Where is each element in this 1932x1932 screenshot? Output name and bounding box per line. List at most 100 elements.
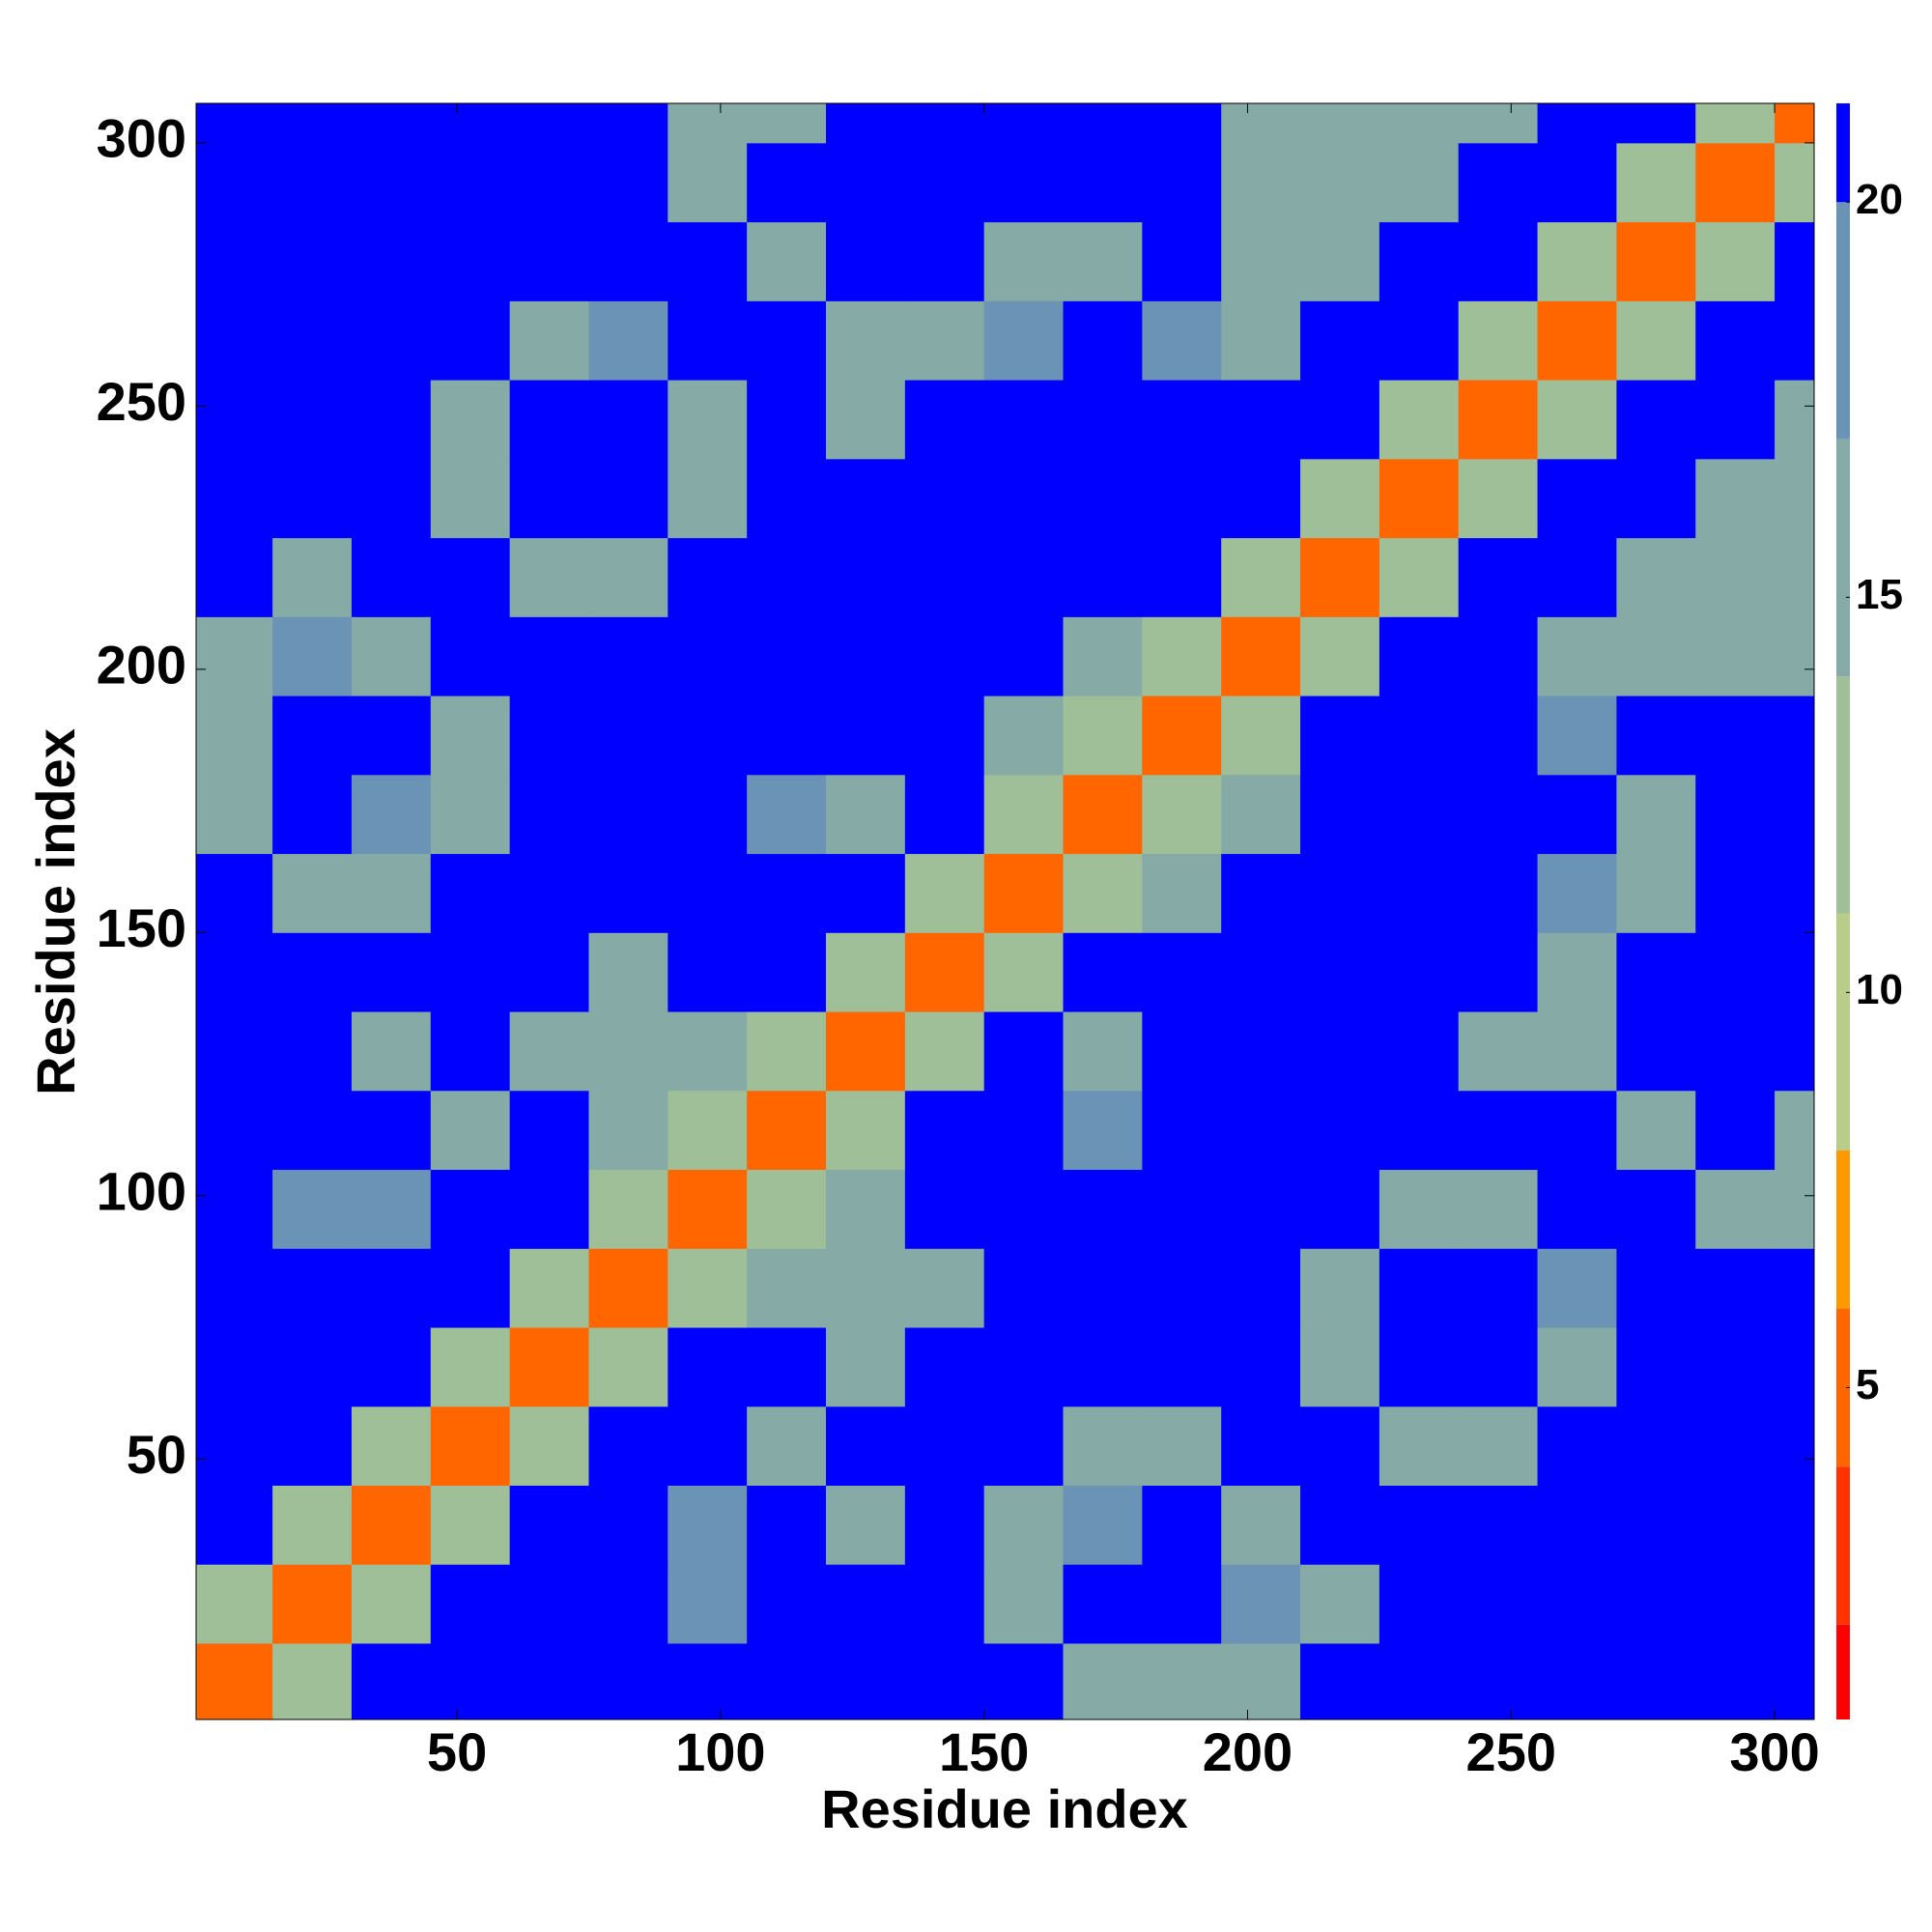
heatmap-cell — [430, 537, 511, 617]
heatmap-cell — [1300, 774, 1380, 855]
heatmap-cell — [747, 696, 827, 776]
heatmap-cell — [1775, 1169, 1814, 1249]
heatmap-cell — [1378, 774, 1460, 855]
heatmap-cell — [1300, 1248, 1380, 1328]
heatmap-cell — [1458, 932, 1539, 1012]
heatmap-cell — [430, 1564, 511, 1644]
heatmap-cell — [1458, 221, 1539, 301]
heatmap-cell — [983, 1327, 1065, 1407]
heatmap-cell — [1616, 932, 1696, 1012]
heatmap-cell — [1775, 1406, 1814, 1486]
heatmap-cell — [1695, 1485, 1776, 1565]
heatmap-cell — [1378, 103, 1460, 144]
heatmap-cell — [747, 458, 827, 539]
heatmap-cell — [904, 696, 985, 776]
heatmap-cell — [668, 1642, 748, 1719]
heatmap-cell — [825, 1011, 906, 1092]
heatmap-cell — [668, 142, 748, 223]
colorbar-segment — [1836, 1624, 1850, 1719]
heatmap-cell — [1221, 103, 1301, 144]
heatmap-cell — [588, 774, 668, 855]
heatmap-cell — [747, 221, 827, 301]
heatmap-cell — [983, 1090, 1065, 1171]
heatmap-cell — [1775, 853, 1814, 933]
heatmap-cell — [509, 1564, 589, 1644]
heatmap-cell — [668, 1485, 748, 1565]
heatmap-cell — [668, 616, 748, 696]
heatmap-cell — [904, 380, 985, 460]
heatmap-cell — [1378, 853, 1460, 933]
heatmap-cell — [1378, 696, 1460, 776]
heatmap-cell — [1300, 1564, 1380, 1644]
heatmap-cell — [1378, 142, 1460, 223]
heatmap-cell — [1221, 1090, 1301, 1171]
heatmap-cell — [272, 1327, 353, 1407]
heatmap-cell — [272, 1406, 353, 1486]
heatmap-cell — [747, 932, 827, 1012]
heatmap-cell — [272, 458, 353, 539]
heatmap-cell — [1616, 1642, 1696, 1719]
heatmap-cell — [351, 537, 432, 617]
heatmap-cell — [904, 1564, 985, 1644]
heatmap-cell — [825, 1169, 906, 1249]
heatmap-cell — [1458, 1642, 1539, 1719]
heatmap-cell — [1537, 103, 1617, 144]
heatmap-cell — [588, 458, 668, 539]
heatmap-cell — [983, 616, 1065, 696]
heatmap-cell — [1221, 1642, 1301, 1719]
heatmap-cell — [196, 1011, 273, 1092]
heatmap-cell — [588, 103, 668, 144]
heatmap-cell — [1063, 696, 1143, 776]
heatmap-cell — [509, 1327, 589, 1407]
heatmap-cell — [825, 221, 906, 301]
heatmap-cell — [747, 1406, 827, 1486]
heatmap-cell — [1378, 300, 1460, 381]
heatmap-cell — [272, 1090, 353, 1171]
heatmap-cell — [1695, 142, 1776, 223]
heatmap-cell — [430, 1169, 511, 1249]
heatmap-cell — [196, 1169, 273, 1249]
heatmap-cell — [1458, 1485, 1539, 1565]
heatmap-cell — [1458, 103, 1539, 144]
heatmap-cell — [747, 103, 827, 144]
heatmap-cell — [272, 221, 353, 301]
colorbar-segment — [1836, 676, 1850, 914]
heatmap-cell — [1458, 142, 1539, 223]
heatmap-cell — [430, 1406, 511, 1486]
heatmap-cell — [1458, 458, 1539, 539]
heatmap-cell — [1775, 696, 1814, 776]
heatmap-cell — [1537, 380, 1617, 460]
heatmap-cell — [1458, 1406, 1539, 1486]
heatmap-cell — [825, 1406, 906, 1486]
heatmap-cell — [1142, 932, 1222, 1012]
heatmap-cell — [1775, 537, 1814, 617]
heatmap-cell — [668, 221, 748, 301]
heatmap-cell — [1142, 1406, 1222, 1486]
heatmap-cell — [351, 221, 432, 301]
heatmap-cell — [272, 696, 353, 776]
heatmap-cell — [1458, 1169, 1539, 1249]
heatmap-cell — [825, 103, 906, 144]
heatmap-cell — [1775, 1248, 1814, 1328]
heatmap-cell — [272, 932, 353, 1012]
heatmap-cell — [1063, 1642, 1143, 1719]
heatmap-cell — [1063, 1564, 1143, 1644]
colorbar-segment — [1836, 1466, 1850, 1625]
heatmap-cell — [1300, 932, 1380, 1012]
heatmap-cell — [1221, 932, 1301, 1012]
heatmap-cell — [351, 616, 432, 696]
heatmap-cell — [1142, 458, 1222, 539]
heatmap-cell — [1616, 696, 1696, 776]
heatmap-cell — [825, 537, 906, 617]
heatmap-cell — [1616, 537, 1696, 617]
heatmap-cell — [1537, 1090, 1617, 1171]
heatmap-cell — [1695, 103, 1776, 144]
heatmap-cell — [588, 1011, 668, 1092]
heatmap-cell — [1300, 221, 1380, 301]
heatmap-cell — [747, 1248, 827, 1328]
heatmap-cell — [1378, 537, 1460, 617]
heatmap-cell — [509, 1248, 589, 1328]
heatmap-cell — [668, 537, 748, 617]
heatmap-cell — [588, 1642, 668, 1719]
heatmap-cell — [588, 1169, 668, 1249]
